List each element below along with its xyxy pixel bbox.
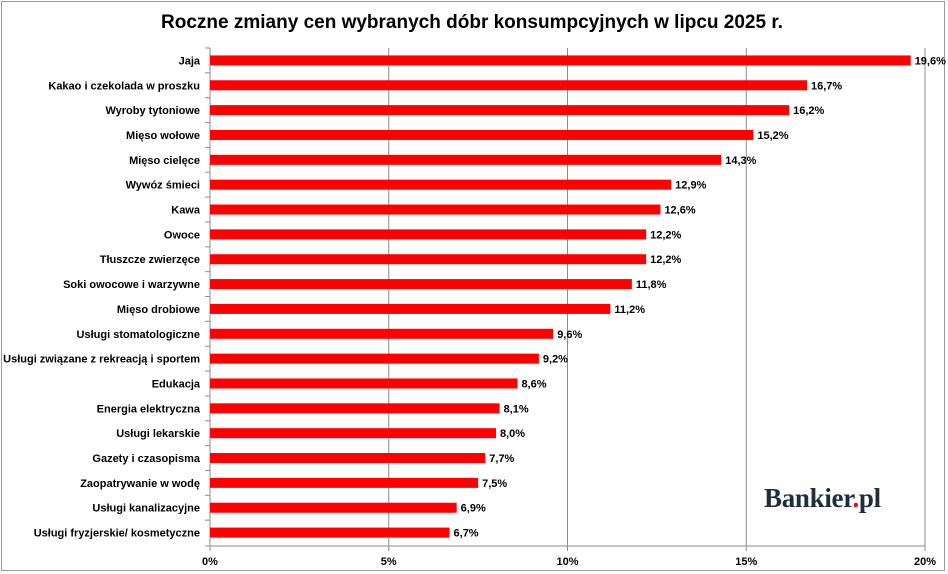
bar	[210, 179, 672, 190]
x-tick-label: 5%	[381, 556, 397, 568]
category-label: Usługi fryzjerskie/ kosmetyczne	[34, 528, 200, 540]
value-label: 12,2%	[650, 229, 681, 241]
x-tick-label: 0%	[202, 556, 218, 568]
value-label: 7,5%	[482, 478, 507, 490]
value-label: 6,7%	[454, 528, 479, 540]
bar	[210, 254, 647, 265]
value-label: 9,2%	[543, 354, 568, 366]
bar	[210, 453, 486, 464]
category-label: Usługi stomatologiczne	[77, 329, 200, 341]
category-label: Edukacja	[152, 378, 201, 390]
bar	[210, 403, 500, 414]
bar	[210, 328, 554, 339]
bar	[210, 428, 496, 439]
value-label: 15,2%	[757, 130, 788, 142]
value-label: 11,8%	[636, 279, 667, 291]
category-label: Mięso drobiowe	[117, 304, 200, 316]
category-label: Usługi związane z rekreacją i sportem	[3, 354, 200, 366]
category-label: Mięso wołowe	[126, 130, 200, 142]
category-label: Mięso cielęce	[129, 155, 200, 167]
bar	[210, 204, 661, 215]
value-label: 7,7%	[489, 453, 514, 465]
value-label: 12,6%	[664, 205, 695, 217]
category-label: Kakao i czekolada w proszku	[48, 80, 200, 92]
chart-title: Roczne zmiany cen wybranych dóbr konsump…	[161, 12, 783, 33]
category-label: Soki owocowe i warzywne	[63, 279, 200, 291]
category-label: Jaja	[179, 55, 201, 67]
value-label: 12,9%	[675, 180, 706, 192]
bar	[210, 129, 754, 140]
category-label: Tłuszcze zwierzęce	[100, 254, 200, 266]
bar	[210, 229, 647, 240]
bar	[210, 477, 479, 488]
bar	[210, 154, 722, 165]
category-label: Usługi lekarskie	[116, 428, 200, 440]
category-label: Gazety i czasopisma	[92, 453, 200, 465]
value-label: 12,2%	[650, 254, 681, 266]
value-label: 16,2%	[793, 105, 824, 117]
x-tick-label: 15%	[735, 556, 757, 568]
bar	[210, 105, 790, 116]
category-label: Wyroby tytoniowe	[105, 105, 200, 117]
value-label: 8,6%	[521, 378, 546, 390]
bar	[210, 303, 611, 314]
value-label: 6,9%	[461, 503, 486, 515]
bankier-logo: Bankier.pl	[764, 483, 881, 513]
category-label: Kawa	[171, 205, 201, 217]
bar	[210, 80, 808, 91]
category-label: Zaopatrywanie w wodę	[80, 478, 200, 490]
category-label: Wywóz śmieci	[126, 180, 200, 192]
value-label: 11,2%	[614, 304, 645, 316]
bar	[210, 353, 539, 364]
category-label: Usługi kanalizacyjne	[92, 503, 200, 515]
x-tick-label: 20%	[914, 556, 936, 568]
bar	[210, 527, 450, 538]
category-label: Energia elektryczna	[97, 403, 201, 415]
value-label: 8,1%	[504, 403, 529, 415]
value-label: 16,7%	[811, 80, 842, 92]
category-label: Owoce	[164, 229, 200, 241]
bar	[210, 378, 518, 389]
value-label: 19,6%	[915, 55, 946, 67]
bar	[210, 502, 457, 513]
x-tick-label: 10%	[556, 556, 578, 568]
bar	[210, 55, 911, 66]
value-label: 9,6%	[557, 329, 582, 341]
value-label: 8,0%	[500, 428, 525, 440]
value-label: 14,3%	[725, 155, 756, 167]
bar	[210, 279, 632, 290]
